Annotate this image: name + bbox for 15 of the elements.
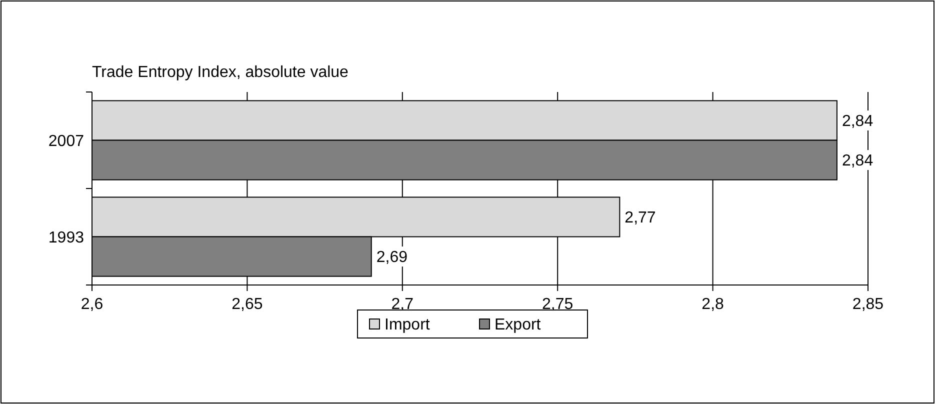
legend-label: Export <box>494 316 542 334</box>
x-tick-label: 2,65 <box>232 296 263 313</box>
x-tick-label: 2,8 <box>702 296 724 313</box>
data-label: 2,84 <box>842 152 874 170</box>
x-tick-label: 2,6 <box>80 296 104 313</box>
data-label: 2,84 <box>842 113 874 130</box>
data-label: 2,77 <box>624 210 656 227</box>
x-tick-label: 2,85 <box>852 296 884 313</box>
y-tick-label: 1993 <box>48 229 84 246</box>
x-tick-label: 2,7 <box>391 296 414 313</box>
chart-title: Trade Entropy Index, absolute value <box>92 64 349 81</box>
y-tick-label: 2007 <box>48 132 84 150</box>
legend-label: Import <box>384 316 430 334</box>
x-tick-label: 2,75 <box>542 296 574 313</box>
data-label: 2,69 <box>376 249 408 266</box>
